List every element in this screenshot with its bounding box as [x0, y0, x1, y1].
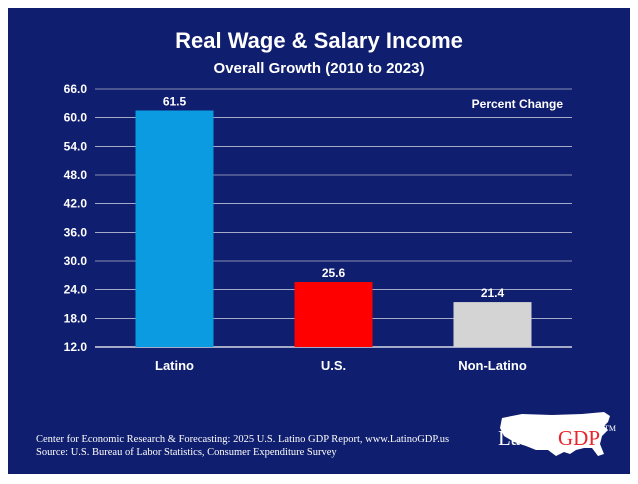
logo-text-latino: Latino [498, 426, 553, 450]
y-tick-label: 18.0 [64, 311, 88, 325]
chart-title: Real Wage & Salary Income [175, 28, 463, 53]
bars [135, 110, 532, 347]
usa-map-icon [500, 412, 610, 456]
legend-label: Percent Change [472, 97, 564, 111]
bar [135, 110, 214, 347]
y-tick-label: 36.0 [64, 225, 88, 239]
y-tick-label: 24.0 [64, 283, 88, 297]
data-label: 21.4 [481, 286, 505, 300]
footer: Center for Economic Research & Forecasti… [36, 433, 449, 459]
footer-credit: Center for Economic Research & Forecasti… [36, 434, 450, 445]
category-labels: Latino U.S. Non-Latino [155, 358, 527, 373]
y-axis-ticks: 12.0 18.0 24.0 30.0 36.0 42.0 48.0 54.0 60.0 66.0 [64, 82, 88, 354]
y-tick-label: 42.0 [64, 197, 88, 211]
footer-source: Source: U.S. Bureau of Labor Statistics,… [36, 447, 337, 458]
logo-trademark: TM [604, 424, 616, 433]
y-tick-label: 12.0 [64, 340, 88, 354]
logo-text-gdp: GDP [558, 426, 601, 450]
bar [453, 302, 532, 347]
category-label: Non-Latino [458, 358, 527, 373]
category-label: Latino [155, 358, 194, 373]
data-label: 61.5 [163, 95, 187, 109]
y-tick-label: 48.0 [64, 168, 88, 182]
y-tick-label: 54.0 [64, 139, 88, 153]
latinogdp-logo: Latino GDP TM [492, 406, 622, 466]
chart-subtitle: Overall Growth (2010 to 2023) [213, 60, 425, 77]
data-label: 25.6 [322, 266, 346, 280]
chart-panel [8, 8, 630, 474]
y-tick-label: 60.0 [64, 111, 88, 125]
y-tick-label: 30.0 [64, 254, 88, 268]
data-labels: 61.5 25.6 21.4 [163, 95, 505, 301]
y-tick-label: 66.0 [64, 82, 88, 96]
bar [294, 282, 373, 347]
category-label: U.S. [321, 358, 346, 373]
